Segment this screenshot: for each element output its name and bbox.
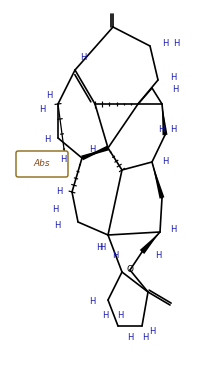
Polygon shape bbox=[152, 162, 164, 199]
FancyBboxPatch shape bbox=[16, 151, 68, 177]
Text: H: H bbox=[170, 73, 176, 82]
Text: H: H bbox=[127, 334, 133, 342]
Text: H: H bbox=[172, 86, 178, 95]
Text: H: H bbox=[142, 334, 148, 342]
Text: H: H bbox=[162, 157, 168, 166]
Text: H: H bbox=[89, 298, 95, 307]
Polygon shape bbox=[162, 104, 167, 135]
Text: H: H bbox=[158, 125, 164, 135]
Text: H: H bbox=[56, 187, 62, 196]
Text: H: H bbox=[54, 220, 60, 230]
Polygon shape bbox=[81, 148, 108, 160]
Text: H: H bbox=[96, 244, 102, 252]
Text: H: H bbox=[170, 125, 176, 135]
Text: H: H bbox=[60, 155, 66, 165]
Polygon shape bbox=[140, 232, 160, 254]
Text: Abs: Abs bbox=[34, 160, 50, 168]
Text: H: H bbox=[80, 54, 86, 62]
Text: H: H bbox=[112, 250, 118, 260]
Text: H: H bbox=[44, 136, 50, 144]
Text: H: H bbox=[99, 244, 105, 252]
Text: H: H bbox=[39, 106, 45, 114]
Text: H: H bbox=[117, 310, 123, 320]
Text: H: H bbox=[173, 40, 179, 49]
Text: H: H bbox=[52, 206, 58, 214]
Text: H: H bbox=[162, 40, 168, 49]
Text: H: H bbox=[155, 250, 161, 260]
Polygon shape bbox=[82, 146, 109, 158]
Text: H: H bbox=[46, 92, 52, 100]
Text: H: H bbox=[102, 310, 108, 320]
Text: O: O bbox=[126, 266, 134, 274]
Text: H: H bbox=[89, 146, 95, 155]
Text: H: H bbox=[149, 328, 155, 337]
Text: H: H bbox=[170, 225, 176, 234]
